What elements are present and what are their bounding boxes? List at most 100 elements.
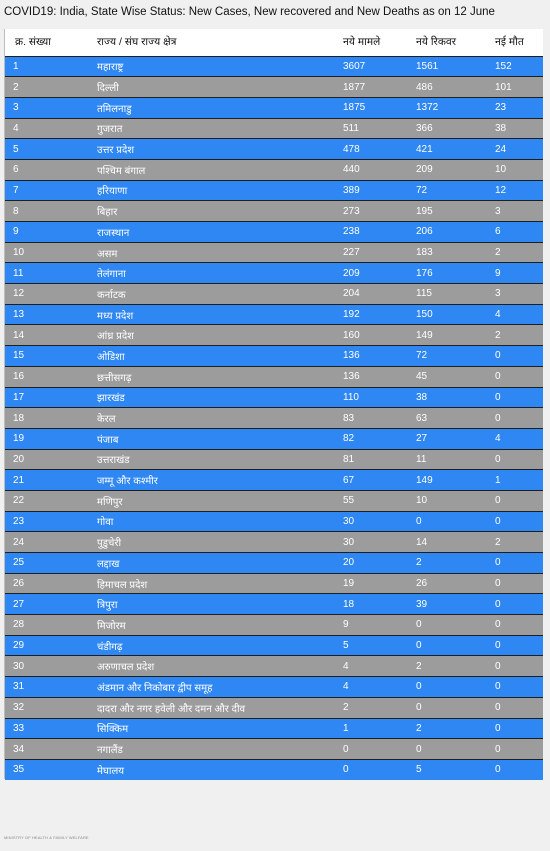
table-row: 33 सिक्किम 1 2 0 bbox=[5, 717, 543, 739]
table-row: 11 तेलंगाना 209 176 9 bbox=[5, 262, 543, 284]
cell-new-cases: 19 bbox=[343, 572, 416, 594]
cell-new-cases: 9 bbox=[343, 614, 416, 636]
cell-serial-number: 24 bbox=[5, 531, 97, 553]
cell-serial-number: 8 bbox=[5, 200, 97, 222]
cell-new-deaths: 0 bbox=[495, 758, 543, 781]
cell-new-deaths: 10 bbox=[495, 158, 543, 181]
header-new-recovered: नये रिकवर bbox=[416, 36, 457, 49]
cell-new-cases: 209 bbox=[343, 262, 416, 284]
cell-new-cases: 81 bbox=[343, 448, 416, 470]
cell-state: मेघालय bbox=[97, 758, 343, 781]
cell-new-deaths: 6 bbox=[495, 221, 543, 243]
state-status-table: क्र. संख्या राज्य / संघ राज्य क्षेत्र नय… bbox=[5, 29, 543, 781]
cell-state: हरियाणा bbox=[97, 179, 343, 201]
cell-new-deaths: 0 bbox=[495, 738, 543, 760]
cell-new-cases: 110 bbox=[343, 386, 416, 408]
table-row: 21 जम्मू और कश्मीर 67 149 1 bbox=[5, 469, 543, 491]
cell-serial-number: 7 bbox=[5, 179, 97, 201]
cell-state: असम bbox=[97, 241, 343, 263]
cell-new-deaths: 9 bbox=[495, 262, 543, 284]
cell-new-recovered: 0 bbox=[416, 634, 495, 656]
cell-new-cases: 3607 bbox=[343, 55, 416, 77]
cell-state: उत्तर प्रदेश bbox=[97, 138, 343, 160]
table-row: 24 पुडुचेरी 30 14 2 bbox=[5, 531, 543, 553]
cell-state: मिजोरम bbox=[97, 614, 343, 636]
cell-new-cases: 2 bbox=[343, 696, 416, 718]
cell-new-deaths: 0 bbox=[495, 365, 543, 387]
cell-new-cases: 1875 bbox=[343, 96, 416, 119]
cell-serial-number: 35 bbox=[5, 758, 97, 781]
cell-new-cases: 1 bbox=[343, 717, 416, 739]
table-row: 3 तमिलनाडु 1875 1372 23 bbox=[5, 96, 543, 119]
cell-new-cases: 227 bbox=[343, 241, 416, 263]
cell-new-deaths: 0 bbox=[495, 696, 543, 718]
cell-new-cases: 4 bbox=[343, 655, 416, 677]
cell-state: पंजाब bbox=[97, 427, 343, 450]
cell-new-cases: 204 bbox=[343, 283, 416, 305]
cell-state: बिहार bbox=[97, 200, 343, 222]
cell-new-cases: 273 bbox=[343, 200, 416, 222]
cell-new-deaths: 0 bbox=[495, 407, 543, 429]
table-row: 20 उत्तराखंड 81 11 0 bbox=[5, 448, 543, 470]
cell-serial-number: 28 bbox=[5, 614, 97, 636]
table-row: 30 अरुणाचल प्रदेश 4 2 0 bbox=[5, 655, 543, 677]
cell-new-recovered: 11 bbox=[416, 448, 495, 470]
cell-state: केरल bbox=[97, 407, 343, 429]
cell-new-cases: 160 bbox=[343, 324, 416, 346]
cell-new-deaths: 0 bbox=[495, 572, 543, 594]
cell-serial-number: 20 bbox=[5, 448, 97, 470]
cell-new-recovered: 176 bbox=[416, 262, 495, 284]
state-status-table-container: क्र. संख्या राज्य / संघ राज्य क्षेत्र नय… bbox=[4, 29, 543, 781]
cell-new-deaths: 0 bbox=[495, 489, 543, 512]
cell-new-deaths: 0 bbox=[495, 386, 543, 408]
table-row: 2 दिल्ली 1877 486 101 bbox=[5, 76, 543, 98]
table-row: 5 उत्तर प्रदेश 478 421 24 bbox=[5, 138, 543, 160]
cell-new-deaths: 0 bbox=[495, 614, 543, 636]
cell-new-deaths: 0 bbox=[495, 593, 543, 615]
table-row: 6 पश्चिम बंगाल 440 209 10 bbox=[5, 158, 543, 181]
cell-new-cases: 511 bbox=[343, 117, 416, 139]
cell-serial-number: 13 bbox=[5, 303, 97, 325]
table-header-row: क्र. संख्या राज्य / संघ राज्य क्षेत्र नय… bbox=[5, 29, 543, 56]
cell-new-recovered: 10 bbox=[416, 489, 495, 512]
cell-serial-number: 6 bbox=[5, 158, 97, 181]
cell-new-cases: 136 bbox=[343, 345, 416, 367]
cell-new-recovered: 45 bbox=[416, 365, 495, 387]
cell-serial-number: 22 bbox=[5, 489, 97, 512]
cell-new-cases: 20 bbox=[343, 552, 416, 574]
cell-new-cases: 238 bbox=[343, 221, 416, 243]
table-row: 14 आंध्र प्रदेश 160 149 2 bbox=[5, 324, 543, 346]
cell-new-deaths: 3 bbox=[495, 283, 543, 305]
cell-new-cases: 389 bbox=[343, 179, 416, 201]
cell-serial-number: 19 bbox=[5, 427, 97, 450]
cell-serial-number: 23 bbox=[5, 510, 97, 532]
cell-new-recovered: 183 bbox=[416, 241, 495, 263]
cell-state: गोवा bbox=[97, 510, 343, 532]
cell-state: झारखंड bbox=[97, 386, 343, 408]
cell-state: महाराष्ट्र bbox=[97, 55, 343, 77]
cell-state: तेलंगाना bbox=[97, 262, 343, 284]
cell-new-cases: 192 bbox=[343, 303, 416, 325]
cell-new-recovered: 63 bbox=[416, 407, 495, 429]
cell-state: उत्तराखंड bbox=[97, 448, 343, 470]
cell-new-cases: 440 bbox=[343, 158, 416, 181]
cell-state: त्रिपुरा bbox=[97, 593, 343, 615]
table-row: 19 पंजाब 82 27 4 bbox=[5, 427, 543, 450]
cell-state: पश्चिम बंगाल bbox=[97, 158, 343, 181]
cell-serial-number: 1 bbox=[5, 55, 97, 77]
cell-serial-number: 26 bbox=[5, 572, 97, 594]
cell-new-deaths: 0 bbox=[495, 448, 543, 470]
cell-new-recovered: 38 bbox=[416, 386, 495, 408]
cell-new-cases: 18 bbox=[343, 593, 416, 615]
cell-new-deaths: 4 bbox=[495, 427, 543, 450]
cell-new-cases: 30 bbox=[343, 510, 416, 532]
cell-new-recovered: 0 bbox=[416, 738, 495, 760]
cell-new-deaths: 38 bbox=[495, 117, 543, 139]
cell-new-deaths: 12 bbox=[495, 179, 543, 201]
header-state: राज्य / संघ राज्य क्षेत्र bbox=[97, 36, 177, 49]
cell-new-cases: 83 bbox=[343, 407, 416, 429]
cell-new-recovered: 209 bbox=[416, 158, 495, 181]
cell-new-recovered: 14 bbox=[416, 531, 495, 553]
cell-new-recovered: 0 bbox=[416, 614, 495, 636]
table-row: 26 हिमाचल प्रदेश 19 26 0 bbox=[5, 572, 543, 594]
